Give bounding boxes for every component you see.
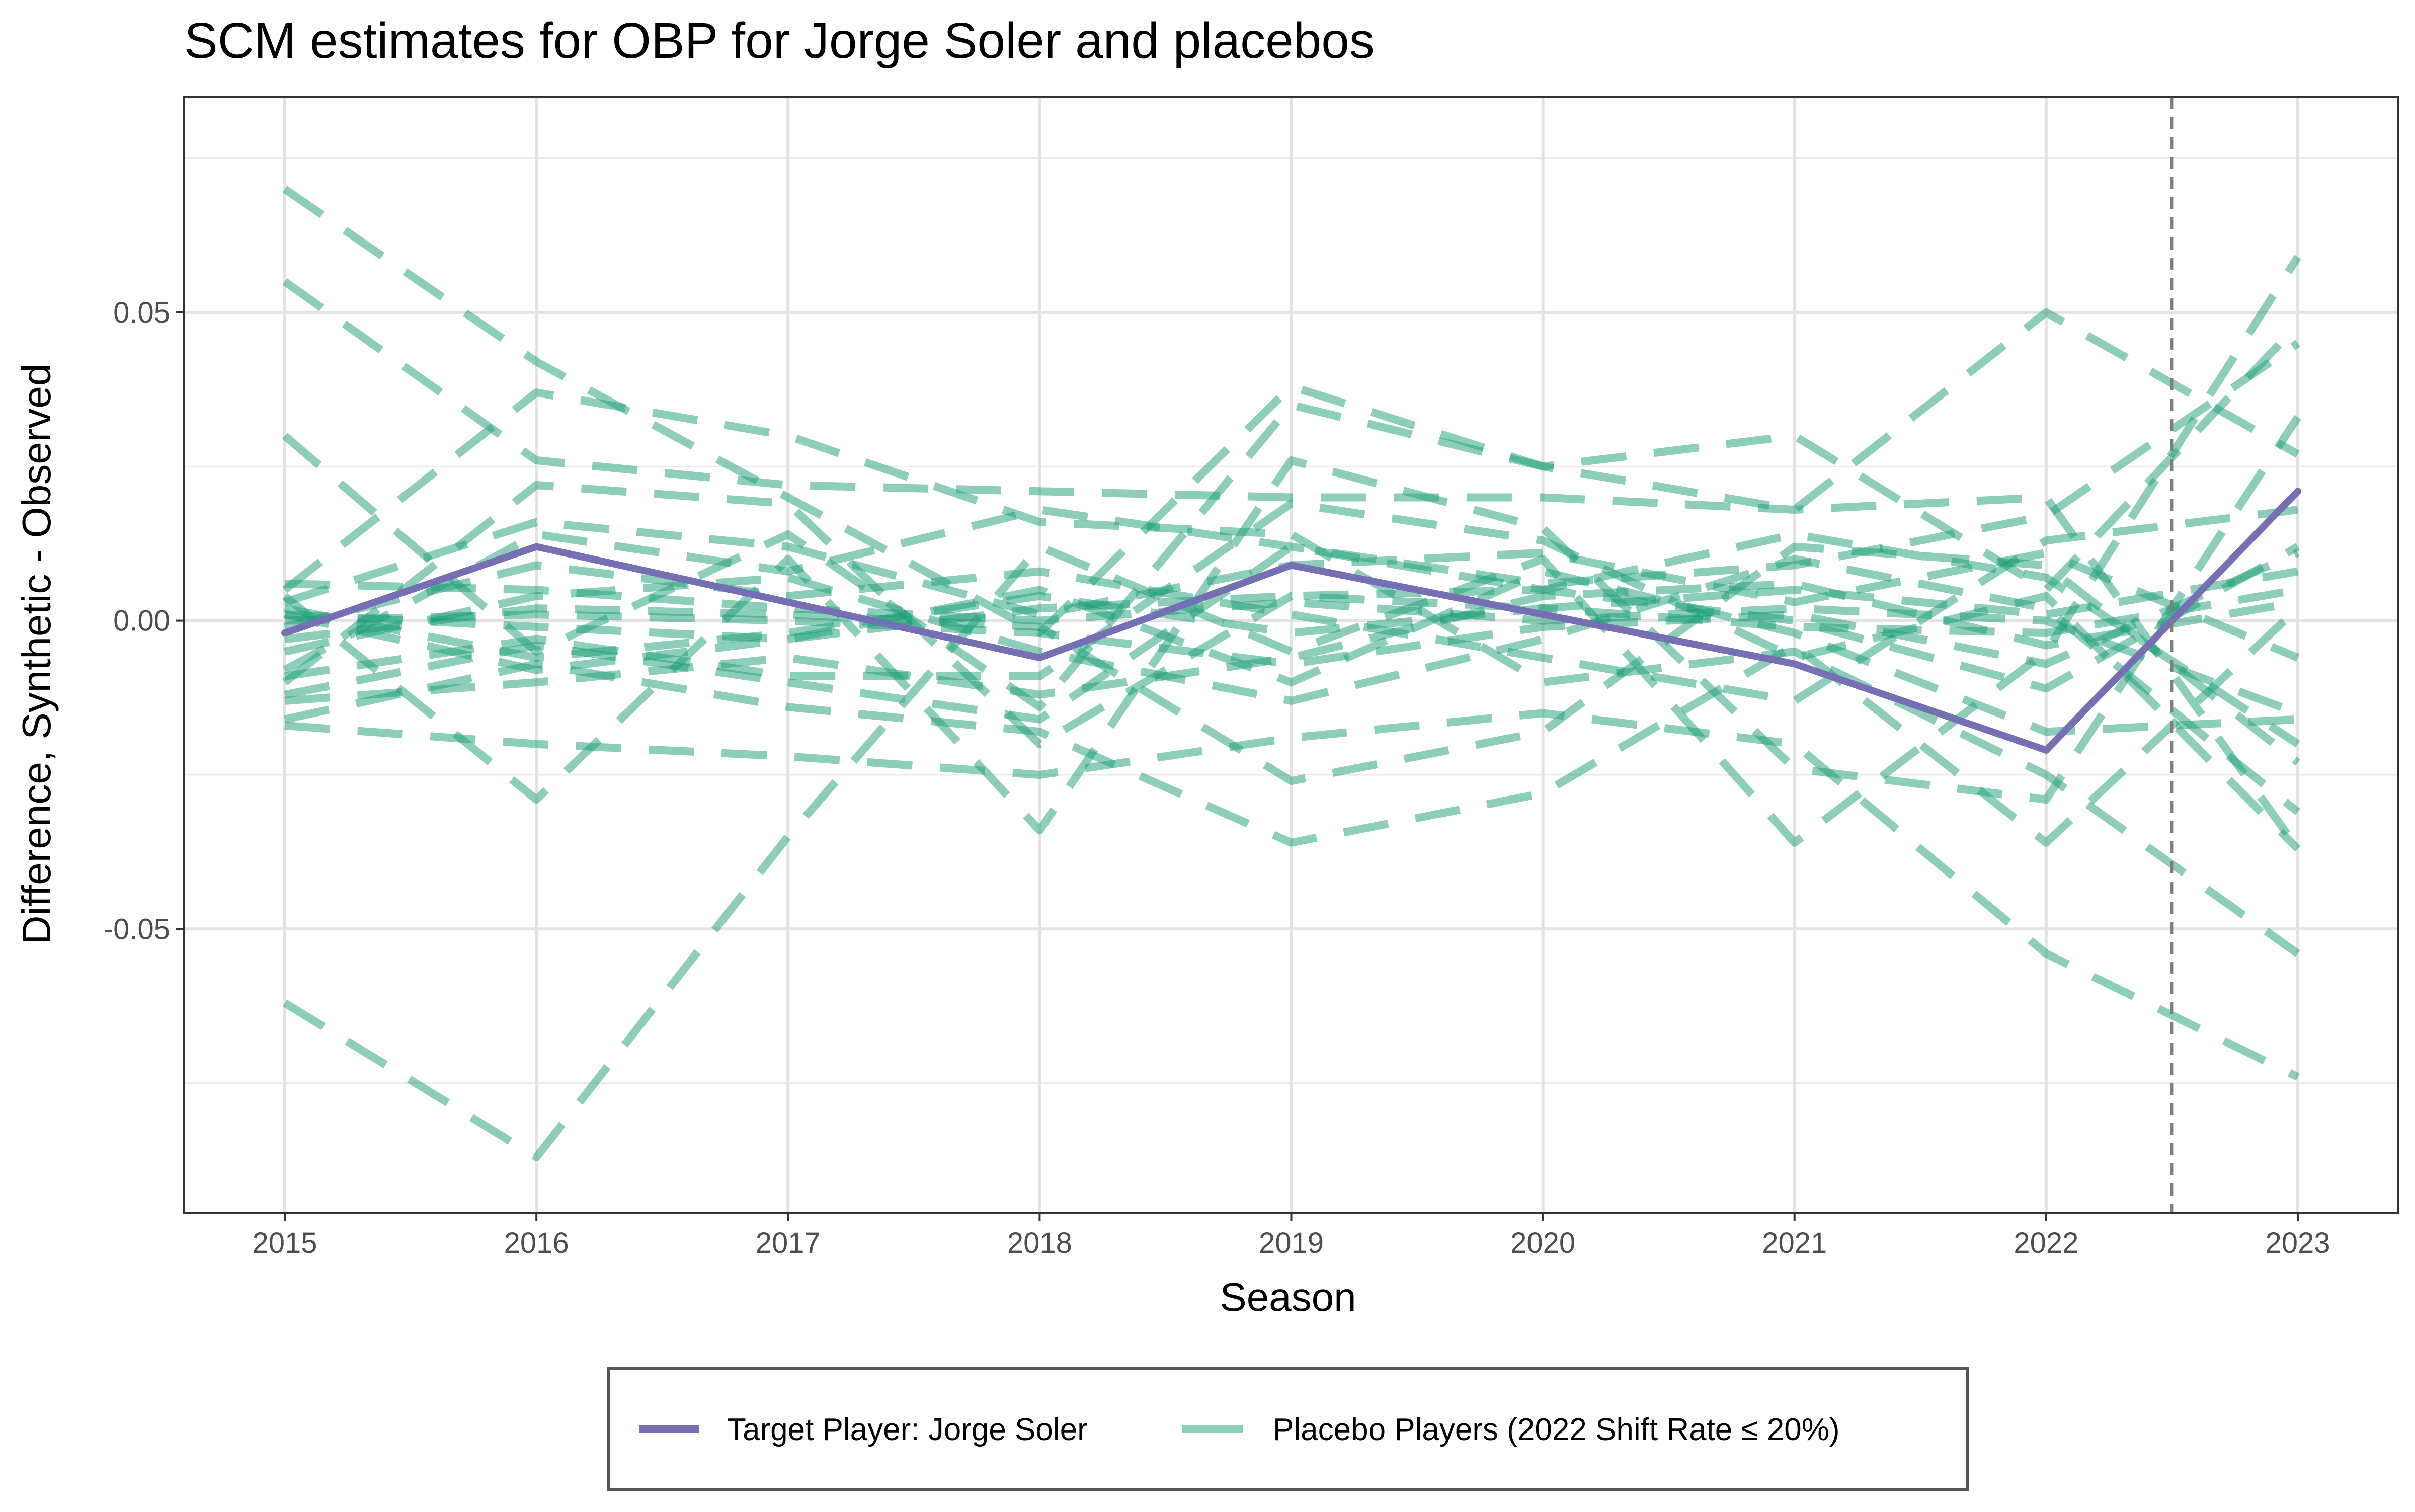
target-line-group [281,488,2301,754]
placebo-series-line [282,388,2300,957]
placebo-series-line [284,580,2299,705]
x-tick-label: 2021 [1762,1227,1827,1259]
placebo-series-line [284,549,2300,668]
x-tick-label: 2017 [756,1227,821,1259]
placebo-series-line [284,530,2300,748]
x-tick-label: 2015 [253,1227,317,1259]
y-axis-title: Difference, Synthetic - Observed [14,364,59,945]
placebo-series-line [282,278,2301,851]
placebo-series-line [284,542,2300,724]
placebo-series-line [284,499,2301,852]
placebo-series-line [282,481,2299,748]
y-tick-label: 0.00 [113,605,170,638]
x-tick-label: 2022 [2014,1227,2078,1259]
y-tick-label: 0.05 [113,296,170,329]
legend-target-label: Target Player: Jorge Soler [727,1412,1088,1447]
placebo-series-line [284,555,2301,815]
legend-box [607,1367,1969,1491]
placebo-series-line [282,255,2301,1161]
x-axis-ticks: 2015 2016 2017 2018 2019 2020 2021 2022 2023 [253,1213,2330,1259]
x-tick-label: 2020 [1510,1227,1575,1259]
placebo-series-line [282,415,2301,835]
legend: Target Player: Jorge Soler Placebo Playe… [607,1367,1969,1491]
x-tick-label: 2016 [504,1227,569,1259]
placebo-series-line [284,586,2299,662]
placebo-series-line [284,709,2300,1081]
x-tick-label: 2018 [1007,1227,1072,1259]
placebo-series-line [284,605,2301,847]
x-tick-label: 2023 [2265,1227,2330,1259]
x-tick-label: 2019 [1259,1227,1324,1259]
target-series-line [281,488,2301,754]
y-tick-label: -0.05 [104,913,170,945]
legend-placebo-label: Placebo Players (2022 Shift Rate ≤ 20%) [1273,1412,1840,1447]
placebo-series-line [283,340,2300,674]
placebo-series-line [284,567,2298,736]
plot-panel [183,96,2399,1214]
x-axis-title: Season [1220,1275,1356,1319]
y-axis-ticks: -0.05 0.00 0.05 [104,296,184,945]
placebo-series-line [284,542,2300,785]
chart-title: SCM estimates for OBP for Jorge Soler an… [184,13,1375,69]
